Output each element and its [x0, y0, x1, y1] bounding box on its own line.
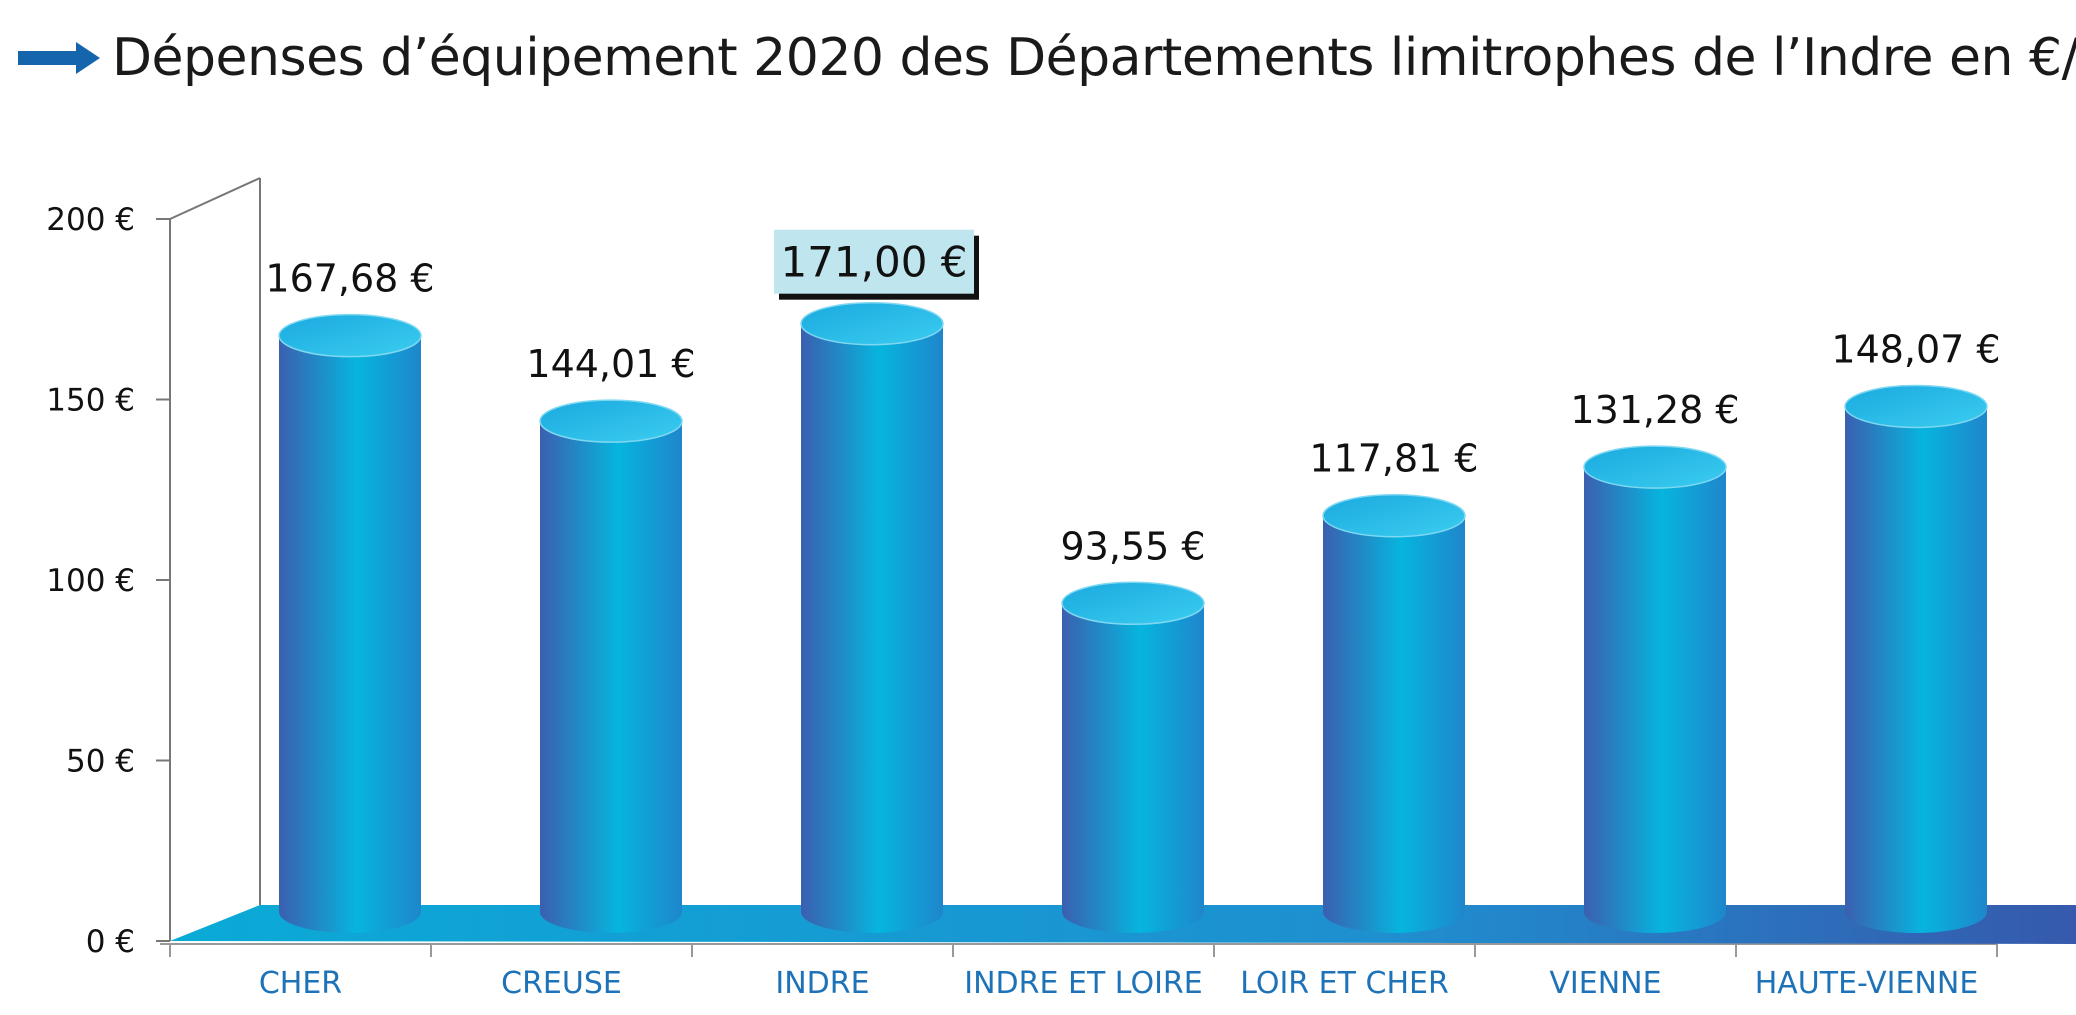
data-label: 148,07 €: [1831, 327, 2000, 371]
bar-indre: [800, 301, 944, 933]
bar-vienne: [1583, 445, 1727, 933]
arrow-right-icon: [18, 42, 100, 74]
bar-top: [1322, 493, 1466, 538]
bar-body: [1062, 603, 1204, 933]
data-label: 131,28 €: [1570, 388, 1739, 432]
x-tick-label: HAUTE-VIENNE: [1755, 966, 1979, 1001]
bar-top: [1061, 581, 1205, 626]
bar-body: [1584, 467, 1726, 933]
highlight-box: [774, 229, 974, 294]
x-tick-label: CHER: [259, 966, 342, 1001]
bar-haute-vienne: [1844, 384, 1988, 933]
data-labels: CHER 167,68 € CREUSE 144,01 € INDRE 171,00 € I…: [259, 229, 2001, 1001]
y-axis-top-edge: [169, 177, 261, 220]
y-tick-label: 150 €: [46, 383, 135, 419]
bar-body: [1323, 515, 1465, 933]
y-tick-label: 0 €: [86, 924, 135, 960]
chart-title-bar: Dépenses d’équipement 2020 des Départeme…: [18, 18, 2076, 98]
bar-top: [539, 399, 683, 443]
bar-indre-et-loire: [1061, 581, 1205, 933]
data-label: 167,68 €: [265, 257, 434, 301]
bar-cher: [278, 313, 422, 934]
bar-body: [540, 421, 682, 933]
bar-body: [279, 335, 421, 934]
y-tick-label: 100 €: [46, 563, 135, 599]
axes: 0 € 50 € 100 € 150 € 200 €: [46, 177, 1998, 960]
bar-loir-et-cher: [1322, 493, 1466, 933]
data-label: 93,55 €: [1060, 524, 1205, 568]
bar-creuse: [539, 399, 683, 933]
y-tick-label: 200 €: [46, 202, 135, 238]
x-tick-label: LOIR ET CHER: [1240, 966, 1449, 1001]
x-tick-label: INDRE ET LOIRE: [964, 966, 1202, 1001]
x-tick-label: VIENNE: [1549, 966, 1661, 1001]
bar-top: [800, 301, 944, 346]
chart-title: Dépenses d’équipement 2020 des Départeme…: [112, 28, 2076, 88]
x-tick-label: INDRE: [775, 966, 869, 1001]
bar-body: [801, 323, 943, 933]
data-label: 171,00 €: [780, 238, 967, 287]
bar-body: [1845, 406, 1987, 933]
bar-top: [1583, 445, 1727, 489]
data-label: 144,01 €: [526, 342, 695, 386]
y-tick-label: 50 €: [66, 744, 135, 780]
x-tick-label: CREUSE: [501, 966, 622, 1001]
bar-top: [278, 313, 422, 358]
bars: [278, 301, 1988, 934]
bar-top: [1844, 384, 1988, 429]
data-label: 117,81 €: [1309, 437, 1478, 481]
